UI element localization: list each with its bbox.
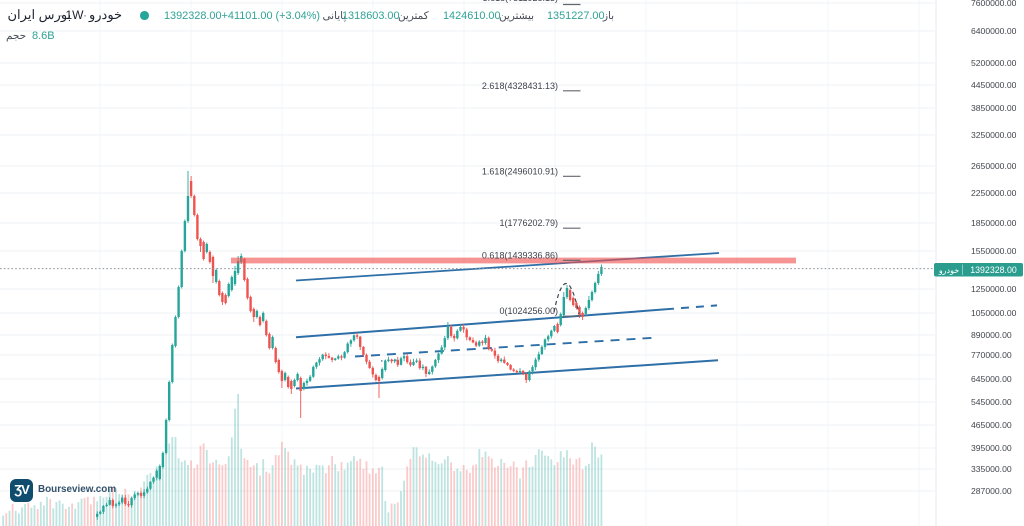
svg-text:4450000.00: 4450000.00 [971,80,1017,90]
svg-text:5200000.00: 5200000.00 [971,58,1017,68]
svg-text:1392328.00: 1392328.00 [970,265,1017,275]
svg-text:395000.00: 395000.00 [971,443,1012,453]
svg-text:1.618(2496010.91): 1.618(2496010.91) [482,166,558,176]
svg-text:3.618(7511928.13): 3.618(7511928.13) [483,0,558,3]
svg-text:335000.00: 335000.00 [971,464,1012,474]
svg-text:1(1776202.79): 1(1776202.79) [499,218,558,228]
svg-text:0.618(1439336.86): 0.618(1439336.86) [482,250,558,260]
svg-text:1250000.00: 1250000.00 [971,284,1017,294]
svg-text:6400000.00: 6400000.00 [971,26,1017,36]
svg-text:1550000.00: 1550000.00 [971,246,1017,256]
svg-text:0(1024256.00): 0(1024256.00) [499,306,558,316]
svg-text:545000.00: 545000.00 [971,397,1012,407]
svg-text:3850000.00: 3850000.00 [971,103,1017,113]
svg-text:287000.00: 287000.00 [971,486,1012,496]
svg-text:1050000.00: 1050000.00 [971,308,1017,318]
svg-text:645000.00: 645000.00 [971,374,1012,384]
svg-text:1850000.00: 1850000.00 [971,218,1017,228]
svg-text:890000.00: 890000.00 [971,330,1012,340]
svg-text:2.618(4328431.13): 2.618(4328431.13) [482,81,558,91]
svg-text:465000.00: 465000.00 [971,420,1012,430]
svg-text:2250000.00: 2250000.00 [971,188,1017,198]
svg-text:770000.00: 770000.00 [971,350,1012,360]
svg-text:7600000.00: 7600000.00 [971,0,1017,8]
svg-text:3250000.00: 3250000.00 [971,130,1017,140]
svg-text:2650000.00: 2650000.00 [971,161,1017,171]
svg-text:خودرو: خودرو [938,266,959,275]
